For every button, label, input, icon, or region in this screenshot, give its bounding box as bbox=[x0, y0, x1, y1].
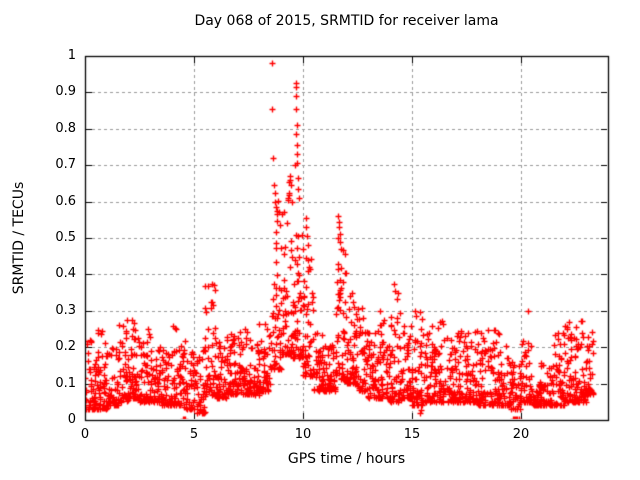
x-tick-label: 5 bbox=[189, 427, 199, 442]
y-tick-label: 1 bbox=[67, 48, 76, 63]
y-tick-label: 0.1 bbox=[55, 376, 76, 391]
y-tick-label: 0.8 bbox=[55, 121, 76, 136]
y-tick-label: 0.6 bbox=[55, 194, 76, 209]
chart-title: Day 068 of 2015, SRMTID for receiver lam… bbox=[194, 13, 499, 29]
y-tick-label: 0.9 bbox=[55, 84, 76, 99]
y-tick-label: 0.5 bbox=[55, 230, 76, 245]
x-tick-label: 15 bbox=[403, 427, 421, 442]
y-tick-label: 0.2 bbox=[55, 339, 76, 354]
x-tick-label: 0 bbox=[80, 427, 90, 442]
y-tick-label: 0.7 bbox=[55, 157, 76, 172]
y-tick-label: 0.4 bbox=[55, 266, 76, 281]
y-tick-label: 0.3 bbox=[55, 303, 76, 318]
x-tick-label: 20 bbox=[512, 427, 530, 442]
x-axis-label: GPS time / hours bbox=[287, 451, 406, 467]
y-tick-label: 0 bbox=[67, 412, 76, 427]
x-tick-label: 10 bbox=[294, 427, 312, 442]
